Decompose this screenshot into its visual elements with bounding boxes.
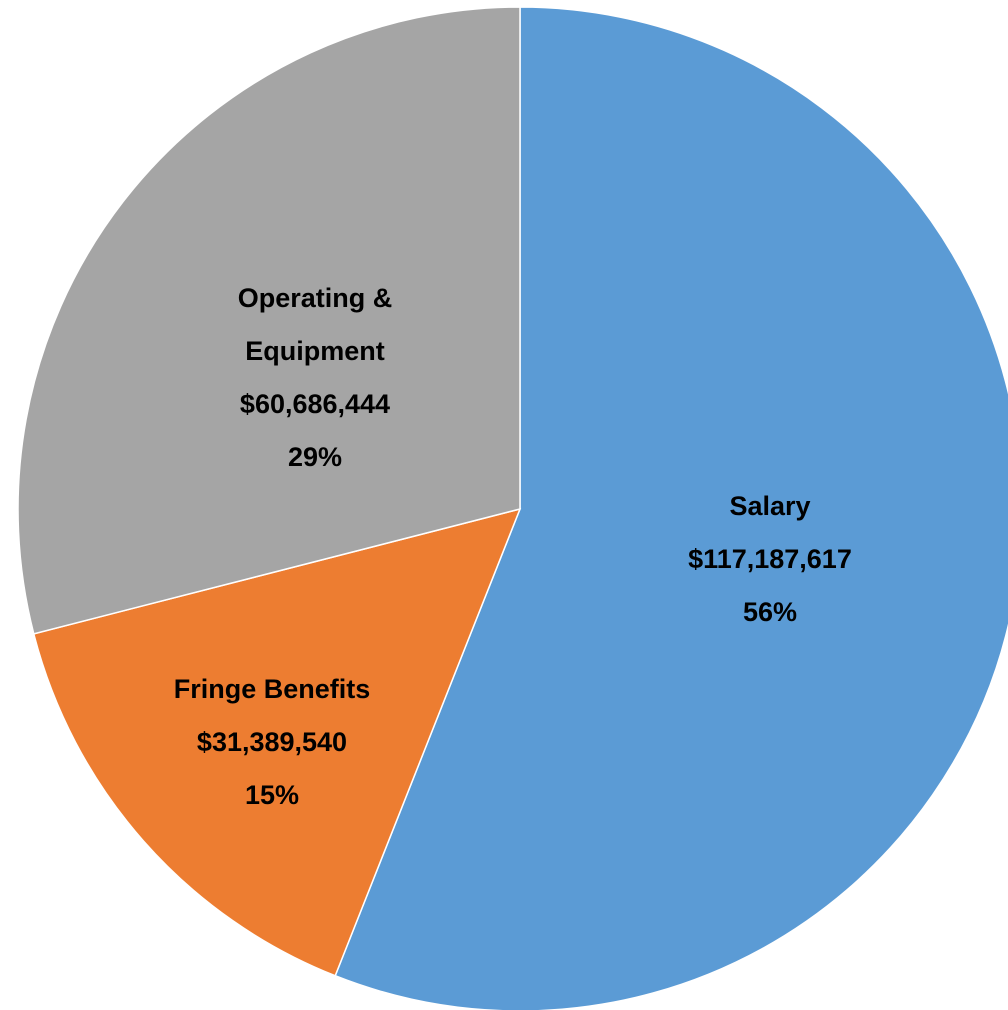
value-label: $31,389,540: [196, 727, 348, 757]
value-label: $117,187,617: [688, 544, 852, 574]
slice-label: Fringe Benefits $31,389,540 15%: [122, 663, 422, 822]
percent-label: 56%: [742, 597, 798, 627]
percent-label: 29%: [287, 442, 343, 472]
slice-label: Salary $117,187,617 56%: [620, 480, 920, 639]
pie-slice: [334, 6, 1008, 1010]
value-label: $60,686,444: [239, 389, 391, 419]
pie-slice: [32, 507, 522, 977]
category-label: Operating & Equipment: [237, 283, 393, 366]
category-label: Salary: [729, 491, 811, 521]
slice-label: Operating & Equipment $60,686,444 29%: [195, 272, 435, 484]
percent-label: 15%: [244, 780, 300, 810]
category-label: Fringe Benefits: [173, 674, 371, 704]
pie-slice: [17, 6, 521, 635]
